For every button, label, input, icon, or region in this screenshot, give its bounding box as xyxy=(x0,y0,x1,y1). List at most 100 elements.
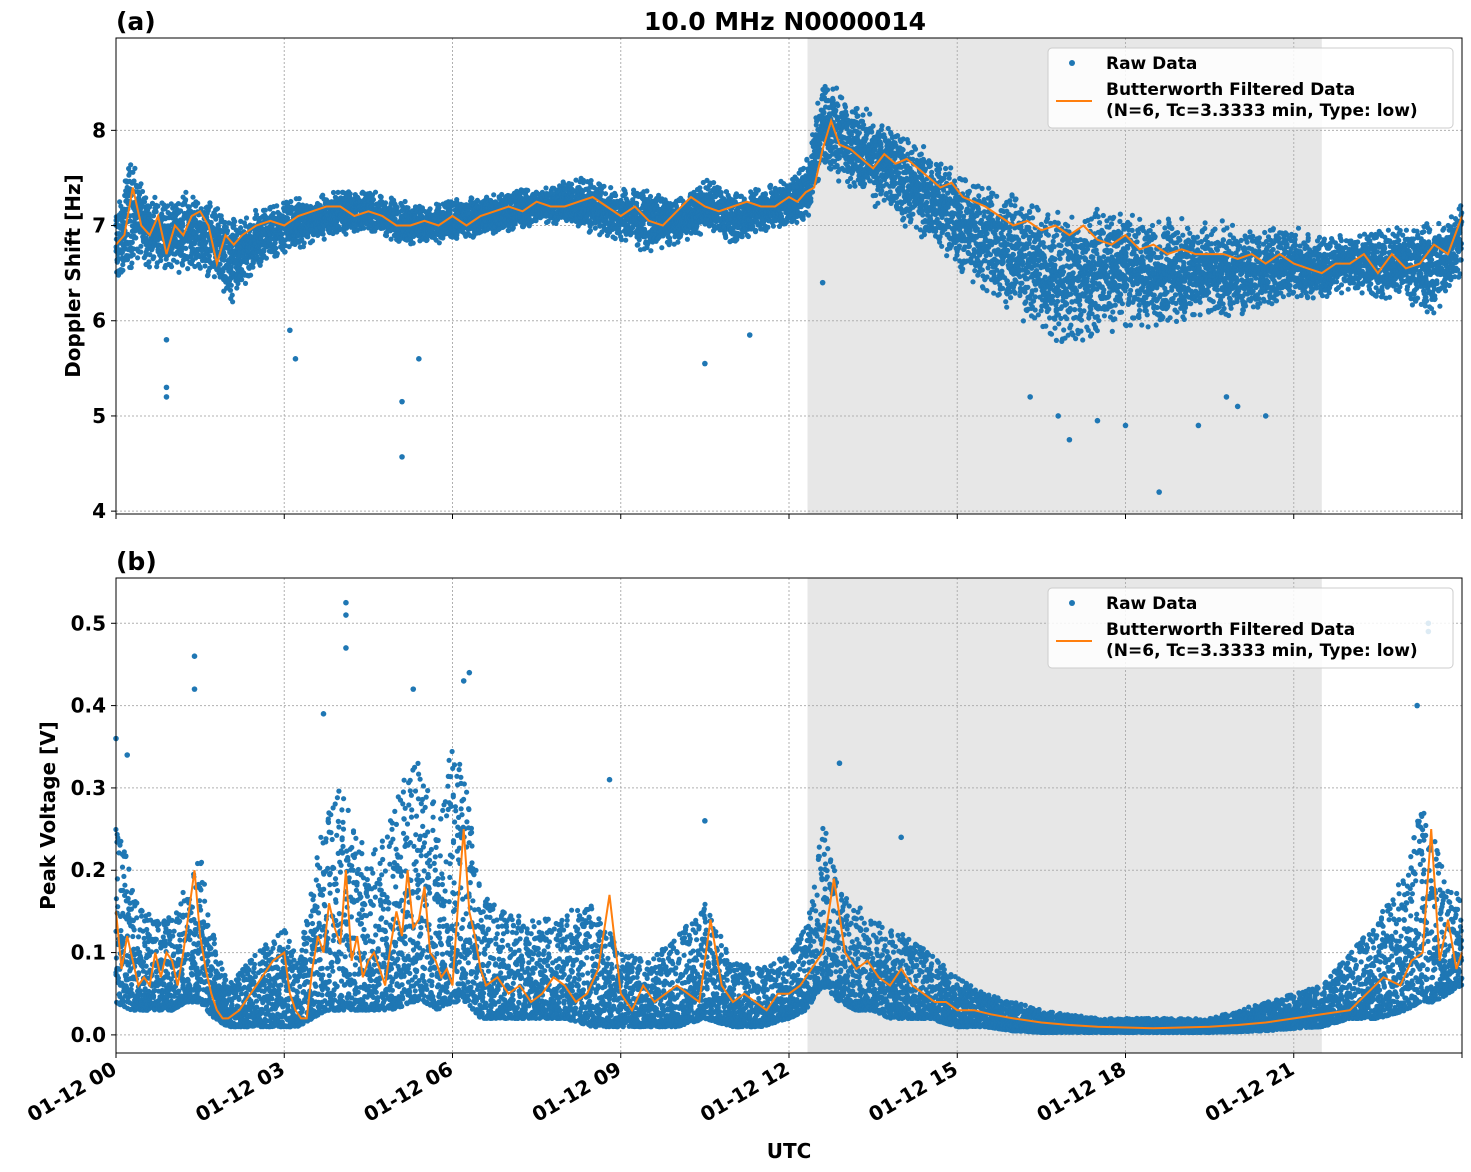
raw-data-point xyxy=(309,238,316,244)
raw-data-point xyxy=(202,263,208,269)
raw-data-point xyxy=(158,257,164,264)
raw-data-point xyxy=(296,196,302,202)
raw-data-point xyxy=(608,185,614,191)
raw-data-point xyxy=(152,194,158,200)
raw-data-point xyxy=(436,240,442,246)
raw-data-point xyxy=(130,252,136,258)
raw-data-point xyxy=(168,264,175,270)
raw-data-point xyxy=(185,266,191,272)
raw-data-point xyxy=(667,239,673,245)
raw-data-point xyxy=(153,209,159,215)
raw-data-point xyxy=(147,204,153,210)
raw-data-point xyxy=(190,194,196,200)
raw-data-point xyxy=(146,264,152,270)
raw-data-point xyxy=(612,235,618,242)
raw-data-point xyxy=(129,260,135,266)
raw-data-point xyxy=(378,194,384,200)
raw-data-point xyxy=(274,203,280,209)
raw-data-point xyxy=(127,218,133,224)
grid xyxy=(115,38,1462,514)
raw-data-point xyxy=(217,261,223,267)
raw-data-point xyxy=(228,264,234,270)
raw-data-point xyxy=(601,183,607,189)
raw-data-point xyxy=(321,236,327,242)
raw-data-point xyxy=(343,231,349,237)
raw-data-point xyxy=(183,245,189,251)
raw-data-point xyxy=(195,200,201,206)
raw-data-point xyxy=(243,215,250,221)
raw-data-point xyxy=(697,231,704,237)
raw-data-point xyxy=(226,220,232,226)
panel-label: (a) xyxy=(116,7,156,36)
raw-data-point xyxy=(143,195,149,201)
raw-data-point xyxy=(634,200,640,206)
raw-data-point xyxy=(150,213,157,219)
raw-data-point xyxy=(622,191,628,197)
raw-data-point xyxy=(222,253,228,259)
raw-data-point xyxy=(138,181,144,187)
figure-title: 10.0 MHz N0000014 xyxy=(644,7,926,36)
raw-data-point xyxy=(491,192,497,198)
raw-data-point xyxy=(263,255,269,261)
raw-data-point xyxy=(372,189,379,195)
raw-data-point xyxy=(361,225,367,231)
raw-data-point xyxy=(208,219,214,226)
raw-data-point xyxy=(228,282,234,288)
raw-data-point xyxy=(141,199,148,205)
raw-data-point xyxy=(330,189,337,196)
raw-data-point xyxy=(119,249,125,255)
raw-data-point xyxy=(222,219,228,226)
raw-data-point xyxy=(723,234,729,241)
raw-data-point xyxy=(569,181,575,187)
raw-data-point xyxy=(288,198,294,205)
raw-data-point xyxy=(617,229,623,235)
raw-data-point xyxy=(739,234,745,240)
raw-data-point xyxy=(120,262,126,268)
raw-data-point xyxy=(227,287,234,293)
raw-data-point xyxy=(454,197,460,203)
raw-data-point xyxy=(215,224,221,230)
raw-data-point xyxy=(147,252,153,258)
raw-data-point xyxy=(370,196,376,203)
raw-data-point xyxy=(183,197,189,203)
raw-data-point xyxy=(175,201,181,207)
raw-data-point xyxy=(221,257,227,263)
raw-data-point xyxy=(168,201,174,207)
raw-data-point xyxy=(234,285,240,291)
raw-data-point xyxy=(755,187,761,193)
raw-data-point xyxy=(427,206,433,212)
raw-data-point xyxy=(138,243,144,249)
raw-data-point xyxy=(301,240,307,246)
raw-data-point xyxy=(179,223,186,229)
raw-data-point xyxy=(274,251,280,257)
raw-data-point xyxy=(203,239,209,245)
raw-data-point xyxy=(146,259,152,265)
raw-data-point xyxy=(135,255,141,261)
raw-data-point xyxy=(273,245,279,251)
raw-data-point xyxy=(232,218,238,225)
raw-data-point xyxy=(394,204,400,210)
raw-data-point xyxy=(224,228,231,234)
raw-data-point xyxy=(128,162,134,168)
raw-data-point xyxy=(424,237,430,243)
raw-data-point xyxy=(178,208,184,214)
raw-data-point xyxy=(133,235,139,241)
raw-data-point xyxy=(131,178,137,184)
raw-data-point xyxy=(207,203,213,209)
raw-data-point xyxy=(592,225,598,231)
raw-data-point xyxy=(149,200,155,206)
raw-data-point xyxy=(684,236,691,242)
raw-data-point xyxy=(469,195,475,202)
raw-data-point xyxy=(174,259,180,265)
raw-data-point xyxy=(402,198,408,205)
raw-data-point xyxy=(711,180,717,186)
raw-data-point xyxy=(206,253,212,259)
raw-data-point xyxy=(635,242,641,248)
raw-data-point xyxy=(588,178,594,184)
raw-data-point xyxy=(648,248,654,254)
raw-data-point xyxy=(173,238,179,245)
raw-data-point xyxy=(745,233,752,240)
raw-data-point xyxy=(239,277,245,283)
